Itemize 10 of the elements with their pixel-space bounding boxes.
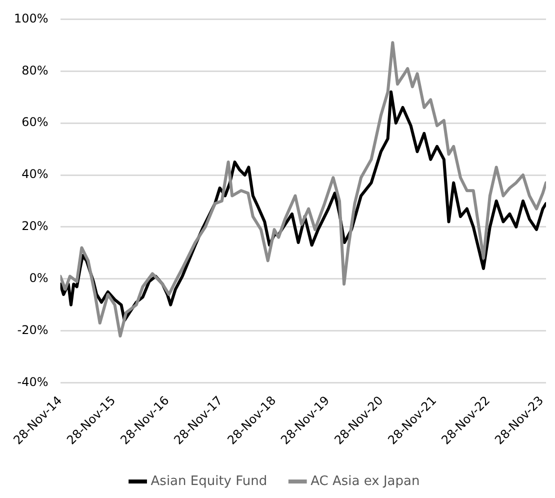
y-tick-label: 20% [22, 219, 48, 234]
y-tick-label: 100% [14, 11, 48, 26]
y-tick-label: -40% [17, 374, 48, 389]
legend-label: AC Asia ex Japan [310, 474, 420, 489]
y-tick-label: -20% [17, 322, 48, 337]
y-tick-label: 80% [22, 63, 48, 78]
y-tick-label: 60% [22, 115, 48, 130]
legend-label: Asian Equity Fund [150, 474, 268, 489]
y-tick-label: 0% [29, 271, 48, 286]
y-tick-label: 40% [22, 167, 48, 182]
